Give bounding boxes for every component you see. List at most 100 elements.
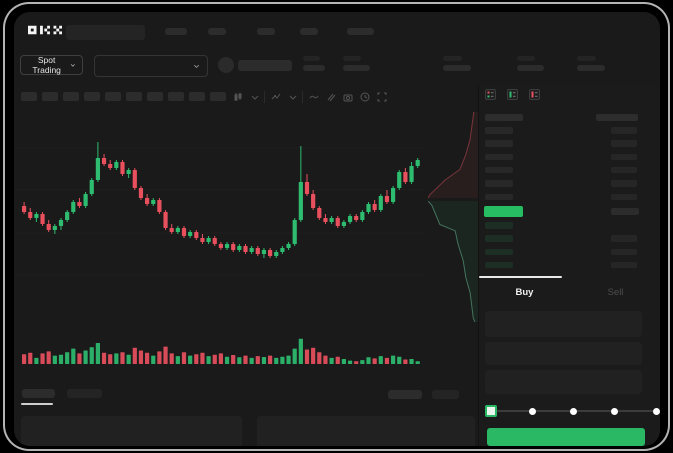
candle	[323, 218, 328, 222]
interval-button-skeleton[interactable]	[42, 92, 58, 101]
volume-bar	[341, 358, 346, 364]
volume-bar	[261, 357, 267, 364]
volume-bar	[58, 354, 64, 364]
bottom-action-button[interactable]	[388, 390, 422, 399]
order-amount-input-skeleton[interactable]	[485, 342, 642, 365]
volume-bar	[317, 352, 322, 364]
volume-bar	[169, 353, 174, 364]
volume-bar	[77, 353, 82, 364]
interval-button-skeleton[interactable]	[21, 92, 37, 101]
book-bids-icon[interactable]	[507, 89, 518, 100]
orderbook-row-price-skeleton[interactable]	[485, 193, 513, 200]
slider-stop-75[interactable]	[611, 407, 619, 415]
book-asks-icon[interactable]	[529, 89, 540, 100]
volume-bar	[108, 354, 113, 364]
volume-bar	[71, 348, 76, 364]
interval-button-skeleton[interactable]	[63, 92, 79, 101]
history-clock-icon[interactable]	[360, 92, 370, 102]
market-header: Spot Trading	[14, 52, 660, 80]
volume-bar	[286, 355, 291, 364]
volume-bar	[292, 348, 297, 364]
candle	[224, 244, 230, 248]
last-price-bar[interactable]	[484, 205, 523, 217]
orderbook-row-price-skeleton[interactable]	[485, 261, 513, 269]
candle	[95, 158, 100, 180]
orderbook-row-price-skeleton[interactable]	[485, 127, 513, 134]
slider-stop-100[interactable]	[652, 407, 660, 415]
chart-type-icon[interactable]	[233, 92, 243, 102]
line-tool-icon[interactable]	[309, 92, 319, 102]
camera-icon[interactable]	[343, 92, 353, 102]
candle	[403, 172, 408, 182]
tab-sell[interactable]: Sell	[607, 286, 624, 298]
orderbook-row-price-skeleton[interactable]	[485, 166, 513, 174]
volume-bar	[194, 354, 199, 364]
candle	[409, 166, 414, 182]
volume-bar	[40, 353, 45, 364]
candle	[188, 232, 193, 236]
candle	[52, 226, 57, 230]
orderbook-row-price-skeleton[interactable]	[485, 180, 513, 187]
nav-item-skeleton[interactable]	[257, 28, 275, 35]
orderbook-row-price-skeleton[interactable]	[485, 248, 513, 256]
bottom-section	[14, 382, 478, 446]
interval-button-skeleton[interactable]	[168, 92, 184, 101]
volume-bar	[52, 355, 57, 364]
orders-table-skeleton	[257, 416, 475, 446]
orderbook-row-price-skeleton[interactable]	[485, 153, 513, 161]
chevron-down-icon[interactable]	[250, 92, 260, 102]
bottom-tab-active[interactable]	[22, 389, 55, 398]
slider-stop-50[interactable]	[570, 407, 577, 415]
candle	[317, 208, 322, 218]
pair-selector[interactable]	[94, 55, 208, 77]
orderbook-row-price-skeleton[interactable]	[485, 222, 513, 229]
orderbook-row-price-skeleton[interactable]	[485, 140, 513, 147]
fullscreen-icon[interactable]	[377, 92, 387, 102]
candle	[101, 158, 107, 164]
orderbook-row-price-skeleton[interactable]	[485, 235, 513, 242]
nav-item-skeleton[interactable]	[347, 28, 374, 35]
slider-stop-25[interactable]	[528, 407, 536, 415]
candle	[114, 162, 119, 168]
chevron-down-icon	[71, 63, 76, 67]
volume-bar	[409, 358, 414, 364]
buy-submit-button[interactable]	[487, 428, 645, 446]
price-chart[interactable]	[14, 112, 478, 374]
volume-bar	[138, 350, 144, 364]
interval-button-skeleton[interactable]	[210, 92, 226, 101]
volume-bar	[22, 354, 27, 364]
indicators-icon[interactable]	[271, 92, 281, 102]
interval-button-skeleton[interactable]	[189, 92, 205, 101]
okx-logo[interactable]	[28, 25, 62, 35]
chevron-down-icon[interactable]	[288, 92, 298, 102]
nav-item-skeleton[interactable]	[300, 28, 318, 35]
slider-stop-0[interactable]	[485, 405, 497, 417]
volume-bar	[175, 356, 180, 364]
interval-button-skeleton[interactable]	[126, 92, 142, 101]
volume-bar	[268, 355, 273, 364]
nav-item-skeleton[interactable]	[165, 28, 187, 35]
market-type-selector[interactable]: Spot Trading	[20, 55, 83, 75]
candle	[298, 182, 303, 220]
tab-buy[interactable]: Buy	[515, 286, 534, 298]
nav-item-skeleton[interactable]	[208, 28, 226, 35]
toolbar-divider	[302, 91, 303, 103]
avatar[interactable]	[218, 57, 234, 73]
candle	[304, 182, 310, 194]
candle	[311, 194, 316, 208]
brush-tool-icon[interactable]	[326, 92, 336, 102]
book-all-icon[interactable]	[485, 89, 496, 100]
candle	[89, 180, 94, 194]
interval-button-skeleton[interactable]	[105, 92, 121, 101]
candle	[138, 188, 144, 198]
bottom-tab[interactable]	[67, 389, 102, 398]
interval-button-skeleton[interactable]	[147, 92, 163, 101]
order-total-input-skeleton[interactable]	[485, 370, 642, 394]
order-price-input-skeleton[interactable]	[485, 311, 642, 337]
stat-label-skeleton	[343, 56, 361, 61]
candle	[280, 248, 285, 252]
candle	[206, 238, 211, 242]
bottom-action-button[interactable]	[432, 390, 459, 399]
candle	[274, 252, 279, 256]
interval-button-skeleton[interactable]	[84, 92, 100, 101]
